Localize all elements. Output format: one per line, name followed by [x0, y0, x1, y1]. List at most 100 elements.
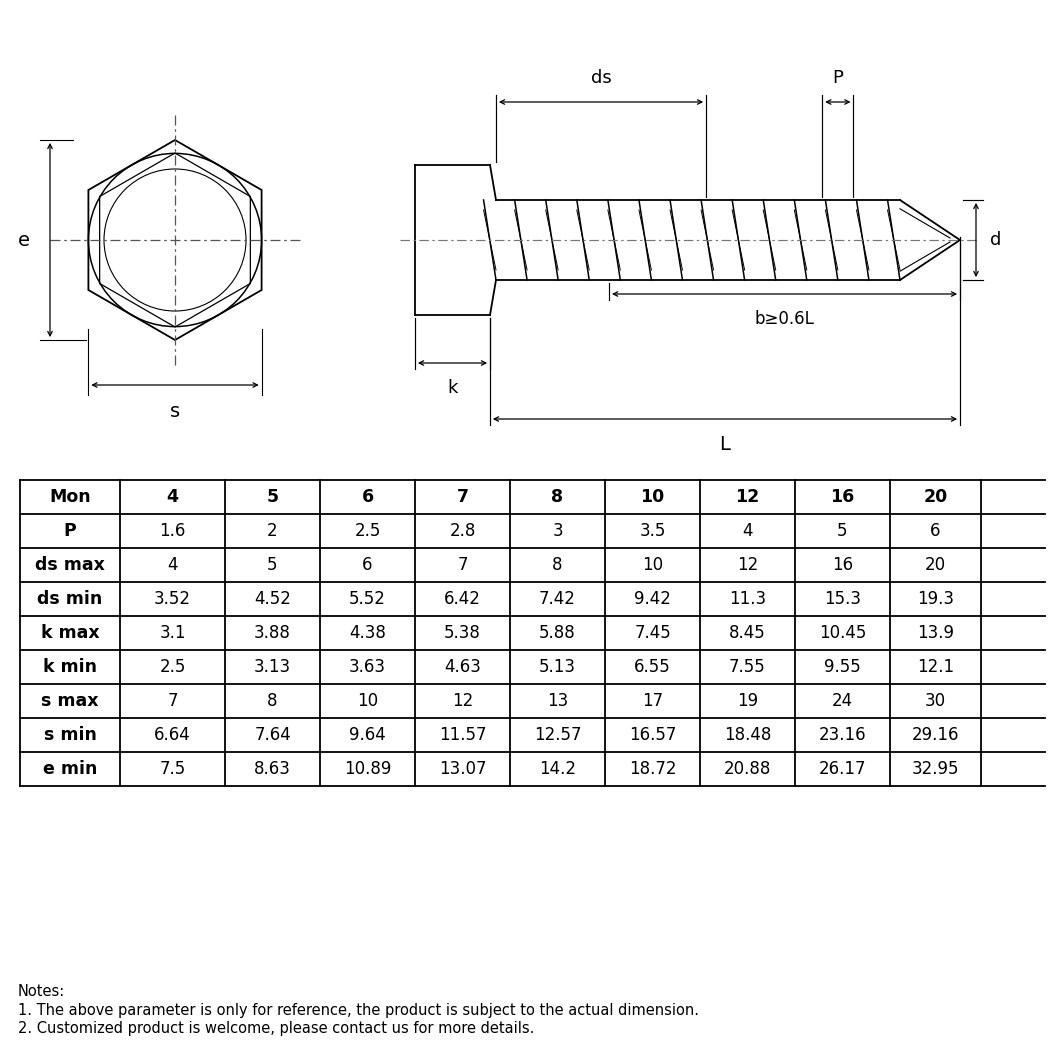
Text: 3.5: 3.5	[639, 522, 666, 540]
Text: 7.55: 7.55	[729, 658, 766, 676]
Text: 18.72: 18.72	[629, 760, 676, 778]
Text: 9.42: 9.42	[634, 590, 671, 608]
Text: 4.63: 4.63	[444, 658, 481, 676]
Text: e: e	[18, 230, 30, 249]
Text: 2.8: 2.8	[449, 522, 476, 540]
Text: 23.16: 23.16	[818, 726, 866, 744]
Text: 24: 24	[832, 692, 853, 710]
Text: 14.2: 14.2	[538, 760, 576, 778]
Text: 8: 8	[552, 556, 563, 575]
Text: s: s	[170, 402, 180, 421]
Text: 7.5: 7.5	[159, 760, 186, 778]
Text: 12.57: 12.57	[534, 726, 581, 744]
Text: s max: s max	[41, 692, 99, 710]
Text: 4: 4	[166, 488, 178, 506]
Text: 12: 12	[452, 692, 473, 710]
Text: 5: 5	[267, 556, 278, 575]
Text: L: L	[720, 435, 730, 454]
Text: 9.55: 9.55	[824, 658, 861, 676]
Text: 1.6: 1.6	[159, 522, 186, 540]
Text: 8.63: 8.63	[254, 760, 290, 778]
Text: 10.89: 10.89	[343, 760, 391, 778]
Text: 13: 13	[547, 692, 568, 710]
Text: 13.07: 13.07	[439, 760, 487, 778]
Text: k max: k max	[40, 624, 100, 642]
Text: Notes:: Notes:	[18, 985, 66, 1000]
Text: 10: 10	[357, 692, 378, 710]
Text: 11.57: 11.57	[439, 726, 487, 744]
Text: 7: 7	[167, 692, 178, 710]
Text: 6: 6	[363, 556, 373, 575]
Text: 1. The above parameter is only for reference, the product is subject to the actu: 1. The above parameter is only for refer…	[18, 1003, 699, 1018]
Text: 18.48: 18.48	[724, 726, 772, 744]
Text: 7: 7	[457, 488, 469, 506]
Text: 10: 10	[640, 488, 665, 506]
Text: 6: 6	[361, 488, 373, 506]
Text: 10.45: 10.45	[818, 624, 866, 642]
Text: 7.42: 7.42	[540, 590, 576, 608]
Text: 10: 10	[642, 556, 664, 575]
Text: 26.17: 26.17	[818, 760, 866, 778]
Text: 6: 6	[931, 522, 941, 540]
Text: ds max: ds max	[35, 556, 105, 575]
Text: 6.64: 6.64	[154, 726, 191, 744]
Text: 4: 4	[742, 522, 753, 540]
Text: 32.95: 32.95	[912, 760, 959, 778]
Text: 6.42: 6.42	[444, 590, 481, 608]
Text: 20: 20	[925, 556, 947, 575]
Text: 3.13: 3.13	[254, 658, 292, 676]
Text: P: P	[64, 522, 76, 540]
Text: 13.9: 13.9	[917, 624, 954, 642]
Text: 16: 16	[832, 556, 853, 575]
Text: 30: 30	[925, 692, 947, 710]
Text: 2.5: 2.5	[354, 522, 381, 540]
Text: 3.52: 3.52	[154, 590, 191, 608]
Text: 19.3: 19.3	[917, 590, 954, 608]
Text: 8: 8	[551, 488, 564, 506]
Text: 3: 3	[552, 522, 563, 540]
Text: 6.55: 6.55	[634, 658, 671, 676]
Text: 5: 5	[266, 488, 279, 506]
Text: 7.45: 7.45	[634, 624, 671, 642]
Text: 2. Customized product is welcome, please contact us for more details.: 2. Customized product is welcome, please…	[18, 1021, 534, 1036]
Text: 29.16: 29.16	[912, 726, 959, 744]
Text: ds min: ds min	[37, 590, 103, 608]
Text: 4: 4	[167, 556, 178, 575]
Text: 7.64: 7.64	[254, 726, 290, 744]
Text: 16.57: 16.57	[629, 726, 676, 744]
Text: P: P	[832, 69, 844, 87]
Text: 2.5: 2.5	[159, 658, 186, 676]
Text: s min: s min	[43, 726, 96, 744]
Text: 5.38: 5.38	[444, 624, 481, 642]
Text: 16: 16	[830, 488, 854, 506]
Text: 19: 19	[737, 692, 758, 710]
Text: 5.13: 5.13	[538, 658, 576, 676]
Text: ds: ds	[590, 69, 612, 87]
Text: b≥0.6L: b≥0.6L	[755, 310, 814, 328]
Text: 20: 20	[923, 488, 948, 506]
Text: 3.1: 3.1	[159, 624, 186, 642]
Text: 20.88: 20.88	[724, 760, 772, 778]
Text: 4.52: 4.52	[254, 590, 290, 608]
Text: 9.64: 9.64	[349, 726, 386, 744]
Text: 12: 12	[736, 488, 760, 506]
Text: 4.38: 4.38	[349, 624, 386, 642]
Text: 15.3: 15.3	[824, 590, 861, 608]
Text: 8.45: 8.45	[729, 624, 766, 642]
Text: Mon: Mon	[49, 488, 91, 506]
Text: e min: e min	[42, 760, 98, 778]
Text: 5: 5	[837, 522, 848, 540]
Text: 12: 12	[737, 556, 758, 575]
Text: 3.63: 3.63	[349, 658, 386, 676]
Text: d: d	[990, 231, 1002, 249]
Text: k: k	[447, 379, 458, 398]
Text: 3.88: 3.88	[254, 624, 290, 642]
Text: 5.88: 5.88	[540, 624, 576, 642]
Text: 7: 7	[457, 556, 467, 575]
Text: 11.3: 11.3	[729, 590, 766, 608]
Text: 8: 8	[267, 692, 278, 710]
Text: k min: k min	[43, 658, 98, 676]
Text: 5.52: 5.52	[349, 590, 386, 608]
Text: 12.1: 12.1	[917, 658, 954, 676]
Text: 17: 17	[642, 692, 664, 710]
